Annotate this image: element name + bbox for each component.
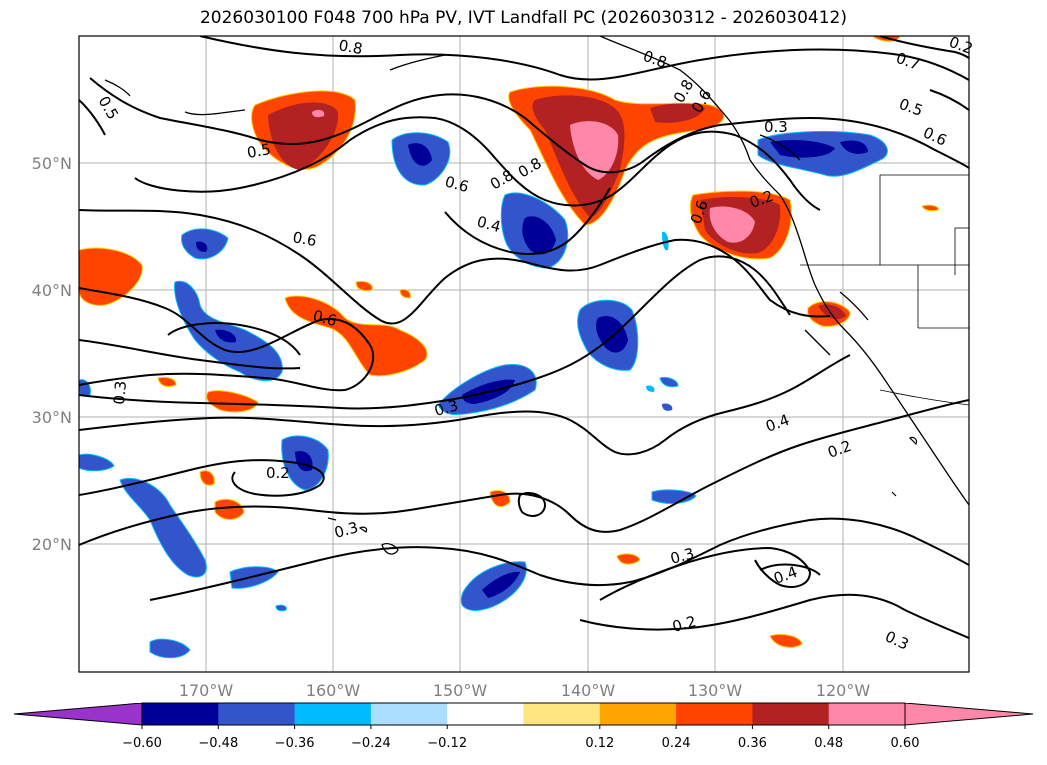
contour-label: 0.3 xyxy=(110,380,130,405)
colorbar-cell xyxy=(599,703,677,725)
colorbar-extend-high xyxy=(905,703,1033,725)
contour-label: 0.6 xyxy=(291,228,318,250)
longitude-labels: 170°W 160°W 150°W 140°W 130°W 120°W xyxy=(179,681,871,700)
colorbar-tick-label: 0.48 xyxy=(814,736,843,751)
colorbar-tick-label: −0.36 xyxy=(275,736,315,751)
contour-label: 0.6 xyxy=(443,172,471,196)
colorbar-tick-label: −0.24 xyxy=(351,736,391,751)
contour-label: 0.4 xyxy=(475,212,503,236)
contour-label: 0.3 xyxy=(668,544,696,568)
pv-contours xyxy=(79,36,969,639)
colorbar-cell xyxy=(676,703,753,725)
colorbar-tick-label: 0.24 xyxy=(662,736,691,751)
figure-title: 2026030100 F048 700 hPa PV, IVT Landfall… xyxy=(199,8,847,28)
colorbar-cell xyxy=(752,703,830,725)
colorbar-cell xyxy=(523,703,601,725)
colorbar-cell xyxy=(828,703,906,725)
colorbar-tick-label: 0.12 xyxy=(585,736,614,751)
lat-label: 50°N xyxy=(32,154,72,173)
contour-label: 0.3 xyxy=(764,118,788,136)
contour-label: 0.8 xyxy=(337,36,364,58)
lon-label: 130°W xyxy=(688,681,743,700)
lat-label: 20°N xyxy=(32,535,72,554)
colorbar-cell xyxy=(294,703,372,725)
coastlines xyxy=(104,36,969,506)
colorbar-tick-label: 0.60 xyxy=(891,736,920,751)
lat-label: 30°N xyxy=(32,408,72,427)
colorbar-extend-low xyxy=(14,703,142,725)
lon-label: 120°W xyxy=(816,681,871,700)
colorbar-tick-label: −0.12 xyxy=(427,736,467,751)
map-frame xyxy=(78,35,970,673)
contour-label: 0.3 xyxy=(432,396,460,420)
colorbar-tick-label: −0.48 xyxy=(198,736,238,751)
islands xyxy=(327,436,918,555)
latitude-labels: 50°N 40°N 30°N 20°N xyxy=(32,154,72,554)
contour-label: 0.3 xyxy=(332,518,360,542)
colorbar-tick-label: 0.36 xyxy=(738,736,767,751)
contour-label: 0.5 xyxy=(246,140,273,162)
colorbar-cell xyxy=(218,703,296,725)
colorbar-tick-label: −0.60 xyxy=(122,736,162,751)
colorbar-cell xyxy=(370,703,448,725)
lat-label: 40°N xyxy=(32,281,72,300)
positive-anomaly-fills xyxy=(79,36,939,648)
lon-label: 150°W xyxy=(433,681,488,700)
colorbar-outline xyxy=(13,702,1034,726)
negative-anomaly-fills xyxy=(79,130,888,659)
contour-label: 0.2 xyxy=(670,612,698,636)
contour-label: 0.6 xyxy=(311,306,339,330)
colorbar-cell xyxy=(447,703,524,725)
lon-label: 170°W xyxy=(179,681,234,700)
contour-label: 0.2 xyxy=(266,464,290,482)
colorbar: −0.60 −0.48 −0.36 −0.24 −0.12 0.12 0.24 0.36 0.4… xyxy=(13,702,1034,751)
lon-label: 140°W xyxy=(561,681,616,700)
lon-label: 160°W xyxy=(306,681,361,700)
colorbar-cell xyxy=(142,703,219,725)
political-borders xyxy=(800,174,969,406)
contour-labels: 0.5 0.5 0.6 0.6 0.6 0.8 0.8 0.4 0.8 0.8 … xyxy=(95,33,976,654)
